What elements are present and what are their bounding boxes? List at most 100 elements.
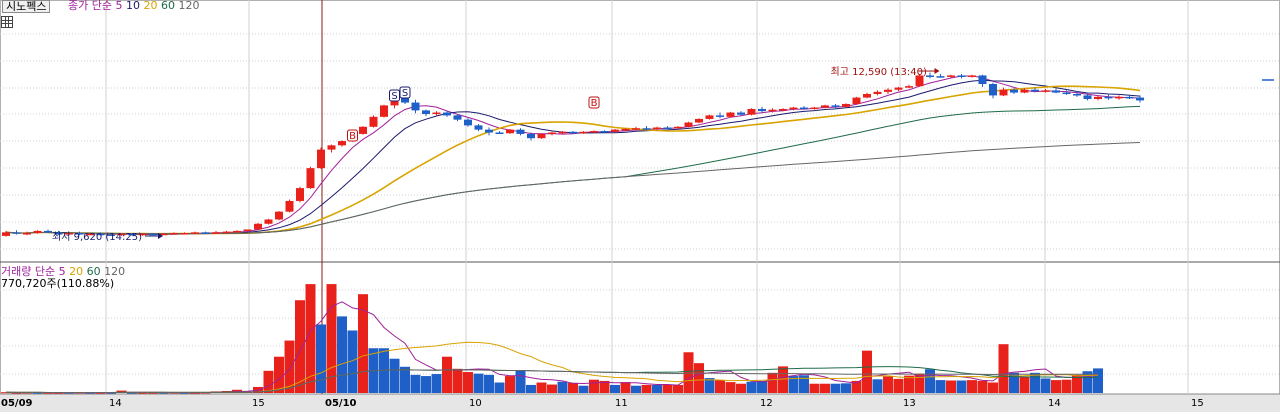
candle-body — [96, 233, 105, 236]
candle-body — [800, 107, 808, 110]
volume-bar — [568, 382, 578, 393]
candle-body — [789, 107, 798, 110]
ma-10-legend: 10 — [125, 0, 140, 12]
volume-bar — [515, 370, 526, 393]
volume-bar — [578, 385, 589, 393]
candle-body — [758, 108, 766, 112]
volume-bar — [295, 300, 305, 393]
volume-bar — [11, 392, 22, 394]
volume-bar — [1019, 376, 1030, 393]
price-moving-averages — [5, 75, 1141, 235]
candle-body — [863, 94, 871, 98]
candle-body — [159, 233, 168, 236]
volume-bar — [977, 380, 988, 393]
x-axis-band — [0, 394, 1280, 412]
volume-bar — [431, 374, 442, 393]
x-tick-label: 05/10 — [325, 398, 357, 409]
volume-bar — [725, 382, 736, 393]
candle-body — [726, 112, 735, 117]
candle-body — [264, 219, 273, 224]
buy-signal-box — [347, 129, 358, 142]
grid-toggle-icon[interactable] — [1, 16, 13, 28]
volume-bar — [946, 380, 956, 393]
volume-bar — [904, 375, 914, 393]
volume-readout: 770,720주(110.88%) — [1, 277, 115, 290]
candle-body — [2, 232, 10, 236]
volume-bar — [463, 372, 473, 393]
candle-body — [747, 108, 756, 115]
volume-bar — [683, 352, 694, 393]
x-tick-label: 15 — [252, 398, 265, 409]
candle-body — [254, 223, 262, 230]
sell-signal-box — [399, 86, 411, 99]
candle-body — [117, 233, 126, 236]
volume-bar — [893, 378, 904, 393]
volume-bar — [505, 376, 515, 393]
chart-annotations: 최고 12,590 (13:40) 최저 9,620 (14:25) B S S B — [52, 66, 940, 243]
candle-body — [1052, 90, 1060, 93]
candle-body — [86, 233, 94, 236]
candle-body — [411, 102, 420, 111]
candle-body — [191, 232, 199, 234]
x-tick-label: 14 — [109, 398, 122, 409]
candle-body — [1041, 90, 1050, 92]
candle-body — [957, 75, 966, 77]
candle-body — [842, 103, 850, 107]
volume-bar — [599, 380, 610, 393]
candle-body — [443, 112, 451, 116]
candle-body — [558, 131, 567, 134]
candle-body — [464, 119, 472, 126]
candle-body — [33, 230, 42, 234]
volume-bar — [410, 374, 421, 393]
candle-body — [422, 110, 430, 114]
candle-body — [1083, 95, 1092, 99]
volume-bar — [967, 380, 977, 393]
candle-body — [1020, 89, 1029, 93]
ma-120-line — [5, 142, 1141, 235]
candle-body — [212, 232, 220, 234]
candle-body — [275, 211, 283, 220]
volume-ma-120-line — [5, 369, 1099, 393]
volume-bar — [284, 340, 295, 393]
candlesticks — [2, 72, 1144, 237]
candle-body — [149, 233, 157, 236]
x-tick-label: 15 — [1191, 398, 1204, 409]
volume-bar — [190, 392, 200, 394]
volume-bar — [53, 392, 64, 394]
volume-bar — [1009, 372, 1019, 393]
symbol-name-box[interactable]: 시노펙스 — [2, 0, 51, 13]
volume-bar — [536, 382, 547, 393]
volume-bar — [883, 376, 893, 393]
volume-bar — [778, 366, 788, 393]
volume-bar — [43, 392, 53, 394]
volume-bar — [851, 380, 862, 393]
candle-body — [369, 116, 378, 127]
volume-bar — [274, 356, 284, 393]
candle-body — [54, 232, 63, 235]
candle-body — [852, 97, 861, 104]
volume-bar — [620, 382, 631, 393]
candle-body — [705, 115, 714, 119]
candle-body — [495, 132, 504, 135]
volume-bar — [358, 294, 368, 393]
candle-body — [653, 127, 661, 130]
candle-body — [779, 108, 787, 111]
volume-bar — [1030, 372, 1040, 393]
volume-bar — [841, 383, 851, 393]
candle-body — [642, 128, 651, 130]
candle-body — [716, 115, 724, 117]
volume-bar — [935, 380, 946, 393]
candle-body — [569, 131, 577, 134]
candle-body — [65, 233, 73, 235]
volume-bar — [347, 330, 358, 393]
volume-moving-averages — [5, 301, 1099, 394]
volume-bar — [1082, 371, 1093, 393]
candle-body — [138, 233, 147, 236]
volume-indicator-legend: 거래량 단순 5 20 60 120 — [1, 266, 125, 278]
candle-body — [695, 118, 703, 123]
candle-body — [1136, 97, 1144, 101]
candle-body — [1073, 94, 1081, 96]
ma-60-legend: 60 — [160, 0, 175, 12]
